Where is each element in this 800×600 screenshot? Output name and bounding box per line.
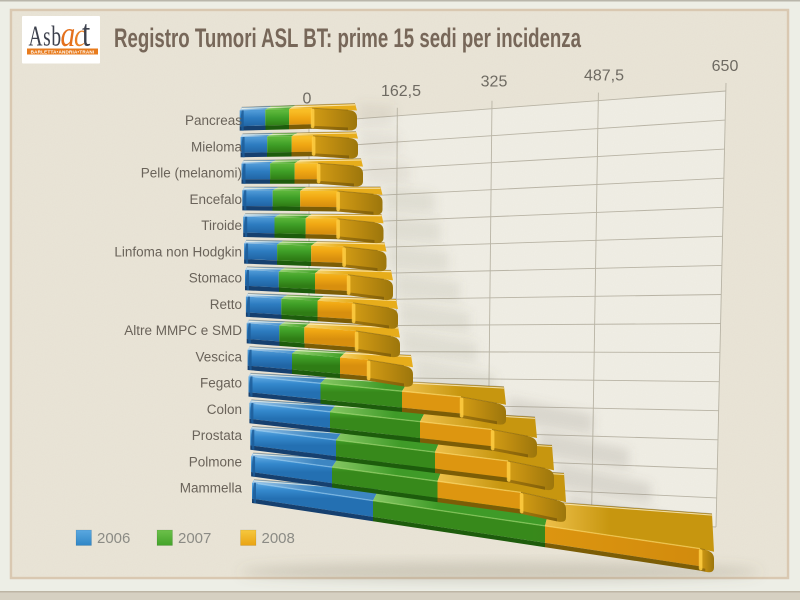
- svg-text:c: c: [74, 16, 87, 53]
- svg-text:BARLETTA•ANDRIA•TRANI: BARLETTA•ANDRIA•TRANI: [31, 49, 95, 54]
- svg-text:0: 0: [303, 91, 312, 108]
- svg-text:2006: 2006: [97, 530, 130, 547]
- svg-text:Linfoma non Hodgkin: Linfoma non Hodgkin: [114, 244, 242, 259]
- svg-text:Mammella: Mammella: [180, 481, 243, 496]
- svg-text:Retto: Retto: [210, 297, 242, 312]
- svg-text:Asb: Asb: [29, 21, 62, 53]
- svg-text:Tiroide: Tiroide: [201, 218, 242, 233]
- svg-text:Prostata: Prostata: [192, 428, 243, 443]
- svg-text:Stomaco: Stomaco: [189, 271, 242, 286]
- svg-text:Mieloma: Mieloma: [191, 139, 243, 154]
- svg-text:t: t: [82, 13, 91, 54]
- svg-text:162,5: 162,5: [381, 83, 421, 100]
- svg-text:Pelle (melanomi): Pelle (melanomi): [141, 166, 242, 181]
- svg-text:Fegato: Fegato: [200, 376, 242, 391]
- svg-text:Pancreas: Pancreas: [185, 113, 242, 128]
- svg-text:Registro Tumori ASL BT: prime: Registro Tumori ASL BT: prime 15 sedi pe…: [114, 23, 582, 53]
- svg-text:650: 650: [712, 58, 739, 75]
- svg-text:Vescica: Vescica: [195, 349, 242, 364]
- svg-text:Polmone: Polmone: [189, 454, 242, 469]
- svg-text:Encefalo: Encefalo: [189, 192, 242, 207]
- svg-text:2008: 2008: [262, 530, 295, 547]
- svg-text:a: a: [61, 15, 76, 54]
- svg-text:Altre MMPC e SMD: Altre MMPC e SMD: [124, 323, 242, 338]
- svg-text:325: 325: [481, 74, 508, 91]
- svg-text:487,5: 487,5: [584, 68, 624, 85]
- svg-text:2007: 2007: [178, 530, 211, 547]
- svg-text:Colon: Colon: [207, 402, 242, 417]
